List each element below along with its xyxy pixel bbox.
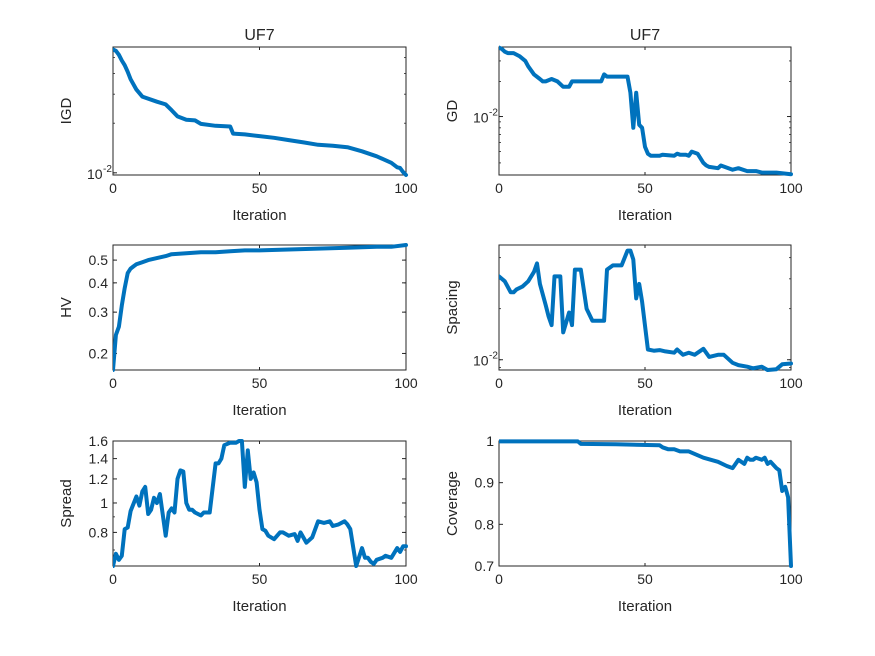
y-tick-label-base: 10 [473,353,489,369]
series-line-coverage [499,439,793,568]
x-tick-label: 50 [252,375,268,391]
x-tick-label: 100 [779,571,803,587]
y-tick-label: 0.2 [89,345,109,361]
y-tick-label: 0.5 [89,252,109,268]
y-tick-label-exponent: -2 [489,351,498,362]
chart-panel-2: 0 50 100 10 -2 UF7 Iteration GD [444,27,803,224]
x-axis-label: Iteration [232,598,286,615]
y-axis-label: Spread [58,479,75,527]
x-tick-label: 0 [495,375,503,391]
y-tick-label: 1 [486,433,494,449]
y-tick-label: 1.6 [89,433,109,449]
plot-area [112,244,407,371]
x-tick-label: 50 [637,180,653,196]
plot-area [498,46,792,176]
x-tick-label: 100 [779,180,803,196]
series-line-spread [113,439,408,568]
series-line-igd [113,47,408,177]
x-axis-label: Iteration [618,598,672,615]
y-tick-label: 0.7 [475,558,495,574]
y-tick-label: 0.8 [89,524,109,540]
y-tick-label: 0.3 [89,304,109,320]
x-tick-label: 50 [637,571,653,587]
x-tick-label: 50 [252,180,268,196]
series-line-spacing [499,248,793,372]
y-axis-label: GD [444,100,461,123]
x-axis-label: Iteration [618,402,672,419]
x-tick-label: 0 [109,180,117,196]
x-tick-label: 50 [637,375,653,391]
chart-title: UF7 [630,27,660,44]
x-tick-label: 50 [252,571,268,587]
y-tick-label: 0.8 [475,516,495,532]
x-tick-label: 0 [495,180,503,196]
x-tick-label: 0 [109,571,117,587]
x-tick-label: 0 [495,571,503,587]
series-line-gd [499,45,793,177]
x-tick-label: 0 [109,375,117,391]
chart-panel-6: 0 50 100 0.7 0.8 0.9 1 Iteration Coverage [444,433,803,615]
x-tick-label: 100 [394,571,418,587]
chart-panel-4: 0 50 100 10 -2 Iteration Spacing [444,244,803,419]
y-axis-label: Coverage [444,471,461,536]
x-axis-label: Iteration [232,402,286,419]
y-axis-label: Spacing [444,280,461,334]
y-tick-label-exponent: -2 [103,164,112,175]
chart-title: UF7 [244,27,274,44]
chart-panel-3: 0 50 100 0.2 0.3 0.4 0.5 Iteration HV [58,243,418,419]
y-tick-label: 1.4 [89,451,109,467]
y-tick-label: 1.2 [89,471,109,487]
plot-area [112,46,407,176]
y-tick-label-base: 10 [473,110,489,126]
y-tick-label-exponent: -2 [489,108,498,119]
x-tick-label: 100 [779,375,803,391]
x-axis-label: Iteration [232,207,286,224]
y-tick-label: 0.4 [89,275,109,291]
y-axis-label: IGD [58,98,75,125]
y-tick-label: 0.9 [475,475,495,491]
y-tick-label: 1 [100,495,108,511]
series-line-hv [113,243,408,372]
x-tick-label: 100 [394,375,418,391]
x-axis-label: Iteration [618,207,672,224]
chart-panel-5: 0 50 100 0.8 1 1.2 1.4 1.6 Iteration Spread [58,433,418,615]
x-tick-label: 100 [394,180,418,196]
y-tick-label-base: 10 [87,166,103,182]
plot-area [498,244,792,371]
chart-panel-1: 0 50 100 10 -2 UF7 Iteration IGD [58,27,418,224]
y-axis-label: HV [58,297,75,318]
